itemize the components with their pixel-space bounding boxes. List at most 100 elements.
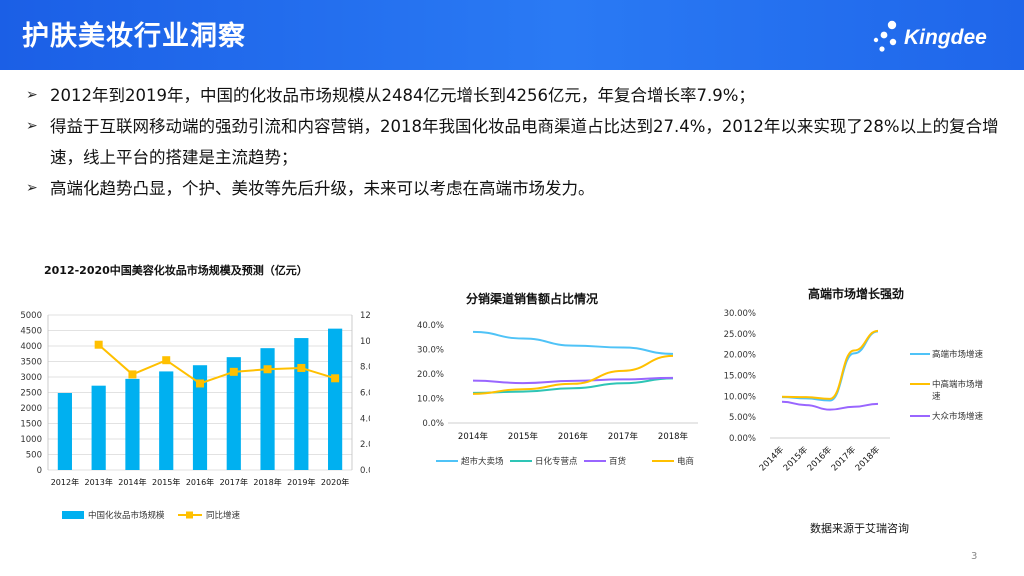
bullet-item: ➢ 得益于互联网移动端的强劲引流和内容营销，2018年我国化妆品电商渠道占比达到… — [26, 111, 1006, 173]
x-tick-label: 2016年 — [558, 431, 589, 442]
y-tick-label-left: 1000 — [20, 435, 42, 445]
y-tick-label-right: 4.00% — [360, 414, 370, 424]
y-tick-label: 20.00% — [724, 351, 756, 361]
growth-point — [229, 367, 238, 376]
x-tick-label: 2018年 — [253, 477, 281, 487]
y-tick-label: 0.00% — [729, 434, 756, 444]
growth-point — [297, 363, 306, 372]
series-line — [472, 377, 674, 394]
data-source-note: 数据来源于艾瑞咨询 — [810, 522, 909, 535]
bar — [192, 365, 208, 470]
market-size-chart: 0 500 1000 1500 2000 2500 3000 3500 4000 4500 5000… — [20, 311, 370, 521]
y-tick-label: 25.00% — [724, 330, 756, 340]
x-tick-label: 2016年 — [186, 477, 214, 487]
x-tick-label: 2015年 — [781, 444, 810, 473]
y-tick-label-right: 2.00% — [360, 440, 370, 450]
series-line — [472, 330, 674, 355]
legend-label: 中国化妆品市场规模 — [88, 510, 165, 521]
growth-point — [331, 374, 340, 383]
logo-dots-icon — [873, 20, 897, 52]
x-tick-label: 2019年 — [287, 477, 315, 487]
series-line — [781, 329, 879, 400]
legend-label: 大众市场增速 — [932, 411, 984, 422]
y-tick-label-left: 3000 — [20, 373, 42, 383]
x-tick-label: 2014年 — [757, 444, 786, 473]
y-tick-label-right: 12.00% — [360, 311, 370, 321]
bullet-item: ➢ 高端化趋势凸显，个护、美妆等先后升级，未来可以考虑在高端市场发力。 — [26, 173, 1006, 204]
bullet-text: 2012年到2019年，中国的化妆品市场规模从2484亿元增长到4256亿元，年… — [50, 86, 755, 105]
y-tick-label: 5.00% — [729, 413, 756, 423]
bar — [57, 392, 72, 470]
y-tick-label: 30.0% — [417, 346, 444, 356]
x-tick-label: 2012年 — [51, 477, 79, 487]
growth-point — [196, 379, 204, 388]
y-tick-label-right: 0.00% — [360, 466, 370, 476]
kingdee-logo: Kingdee — [870, 20, 1000, 56]
bar — [260, 348, 275, 470]
bullet-item: ➢ 2012年到2019年，中国的化妆品市场规模从2484亿元增长到4256亿元… — [26, 80, 1006, 111]
logo-text: Kingdee — [904, 26, 987, 49]
x-tick-label: 2020年 — [321, 477, 349, 487]
growth-point — [94, 340, 103, 349]
premium-growth-chart: 0.00% 5.00% 10.00% 15.00% 20.00% 25.00% 30.00%… — [724, 309, 984, 473]
x-tick-label: 2017年 — [220, 477, 248, 487]
y-tick-label: 40.0% — [417, 321, 444, 331]
bullet-list: ➢ 2012年到2019年，中国的化妆品市场规模从2484亿元增长到4256亿元… — [26, 80, 1006, 204]
y-tick-label-right: 10.00% — [360, 337, 370, 347]
legend-label: 电商 — [677, 456, 694, 467]
legend-label: 高端市场增速 — [932, 349, 984, 360]
growth-line — [98, 343, 336, 385]
y-tick-label-left: 4000 — [20, 342, 42, 352]
chart1-title: 2012-2020中国美容化妆品市场规模及预测（亿元） — [44, 264, 308, 277]
page-title: 护肤美妆行业洞察 — [22, 21, 246, 52]
y-tick-label-left: 2000 — [20, 404, 42, 414]
x-tick-label: 2015年 — [152, 477, 180, 487]
growth-point — [162, 356, 171, 365]
legend-label: 日化专营点 — [535, 456, 578, 467]
legend-label: 百货 — [609, 456, 627, 467]
y-tick-label: 0.0% — [422, 419, 444, 429]
bar — [159, 371, 174, 470]
page-number: 3 — [971, 551, 978, 562]
series-line — [781, 400, 879, 411]
legend-label: 速 — [932, 392, 941, 402]
x-tick-label: 2015年 — [508, 431, 539, 442]
legend-swatch-marker — [186, 511, 193, 519]
x-tick-label: 2014年 — [118, 477, 146, 487]
x-tick-label: 2017年 — [608, 431, 639, 442]
x-tick-label: 2013年 — [84, 477, 112, 487]
series-line — [781, 330, 879, 402]
y-tick-label-right: 8.00% — [360, 363, 370, 373]
bar — [125, 378, 140, 470]
growth-point — [263, 365, 272, 374]
y-tick-label-left: 5000 — [20, 311, 42, 321]
y-tick-label-left: 500 — [26, 451, 42, 461]
bullet-arrow-icon: ➢ — [26, 180, 38, 196]
x-tick-label: 2018年 — [853, 444, 882, 473]
growth-point — [128, 370, 137, 379]
y-tick-label: 20.0% — [417, 370, 444, 380]
x-tick-label: 2018年 — [658, 431, 689, 442]
x-tick-label: 2016年 — [805, 444, 834, 473]
y-tick-label: 30.00% — [724, 309, 756, 319]
y-tick-label: 10.00% — [724, 392, 756, 402]
chart2-title: 分销渠道销售额占比情况 — [466, 292, 599, 306]
y-tick-label-left: 2500 — [20, 389, 42, 399]
bar — [328, 328, 343, 470]
y-tick-label: 15.00% — [724, 372, 756, 382]
bullet-text: 高端化趋势凸显，个护、美妆等先后升级，未来可以考虑在高端市场发力。 — [50, 179, 595, 198]
x-tick-label: 2017年 — [829, 444, 858, 473]
legend-label: 中高端市场增 — [932, 379, 983, 390]
y-tick-label: 10.0% — [417, 395, 444, 405]
bullet-text: 得益于互联网移动端的强劲引流和内容营销，2018年我国化妆品电商渠道占比达到27… — [50, 117, 999, 167]
header-bar: 护肤美妆行业洞察 Kingdee — [0, 0, 1024, 70]
legend-label: 超市大卖场 — [461, 456, 504, 467]
y-tick-label-right: 6.00% — [360, 389, 370, 399]
y-tick-label-left: 3500 — [20, 358, 42, 368]
bar — [294, 338, 309, 470]
chart3-title: 高端市场增长强劲 — [808, 287, 905, 301]
y-tick-label-left: 0 — [37, 466, 42, 476]
series-line — [472, 376, 674, 385]
legend-swatch-bar — [62, 511, 84, 519]
series-line — [472, 354, 674, 395]
